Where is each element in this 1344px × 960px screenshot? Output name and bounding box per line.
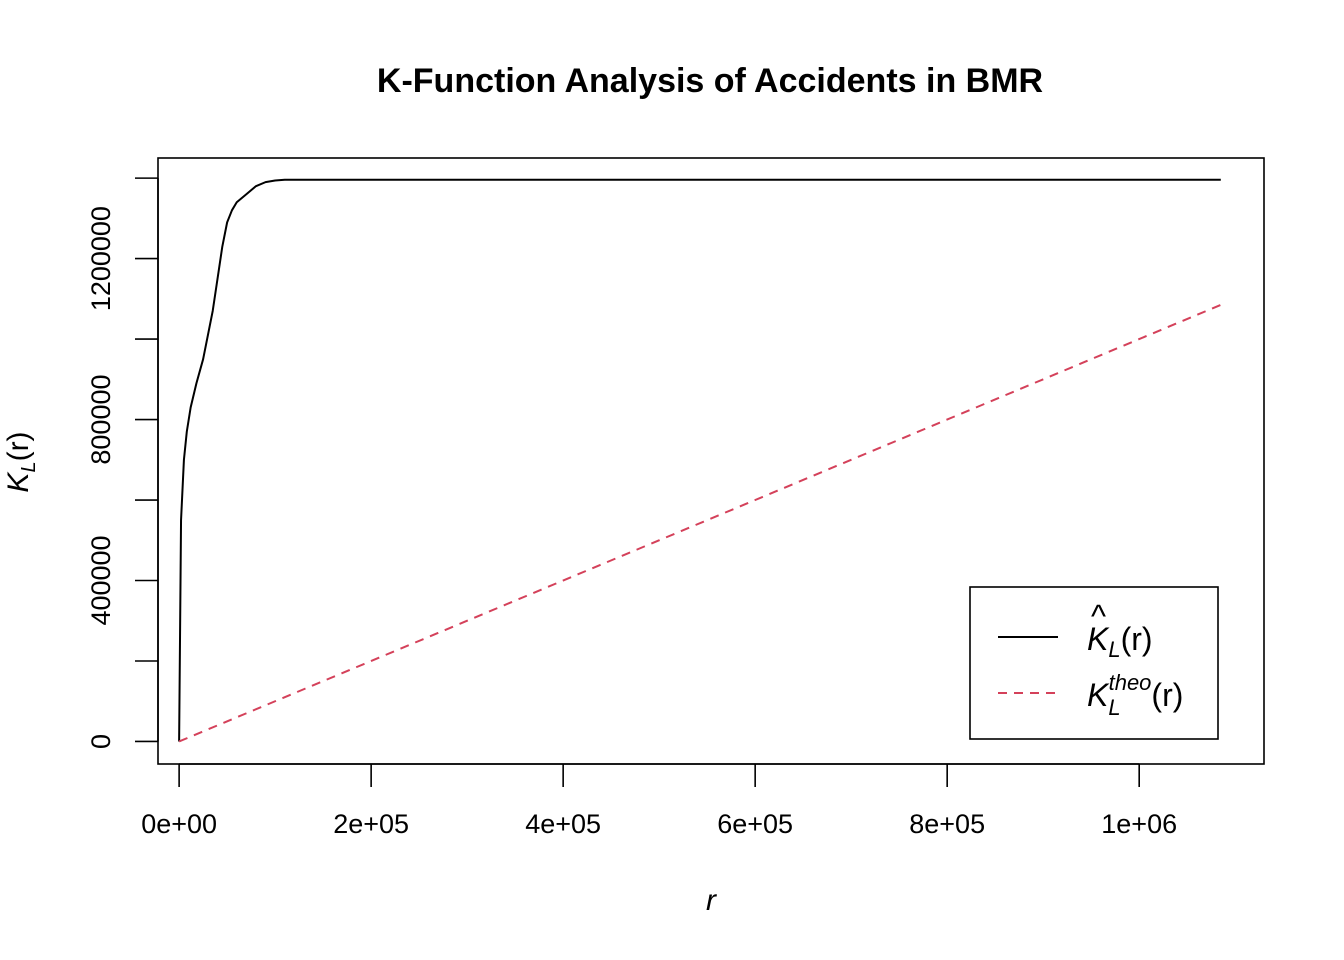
legend-label-khat-hat: ^ [1091,598,1106,634]
y-tick-label: 1200000 [86,206,116,311]
series-layer [178,178,1222,743]
legend-box [969,586,1219,740]
y-tick-label: 0 [86,734,116,749]
x-axis-label: r [706,884,717,917]
y-tick-label: 800000 [86,374,116,464]
x-tick-label: 4e+05 [525,809,601,839]
legend: ^ KL(r) KLtheo(r) [969,586,1219,740]
legend-label-ktheo: KLtheo(r) [1087,670,1183,720]
x-tick-label: 6e+05 [717,809,793,839]
x-tick-label: 8e+05 [909,809,985,839]
x-tick-label: 2e+05 [333,809,409,839]
series-line-1 [178,303,1222,743]
legend-label-khat: KL(r) [1087,621,1153,662]
x-tick-label: 0e+00 [141,809,217,839]
y-tick-label: 400000 [86,535,116,625]
y-axis-label: KL(r) [2,431,40,492]
series-line-0 [178,178,1221,742]
x-axis: 0e+00 2e+05 4e+05 6e+05 8e+05 1e+06 [141,763,1177,839]
x-tick-label: 1e+06 [1101,809,1177,839]
chart-title: K-Function Analysis of Accidents in BMR [377,62,1043,100]
y-axis: 0 400000 800000 1200000 [86,177,159,749]
